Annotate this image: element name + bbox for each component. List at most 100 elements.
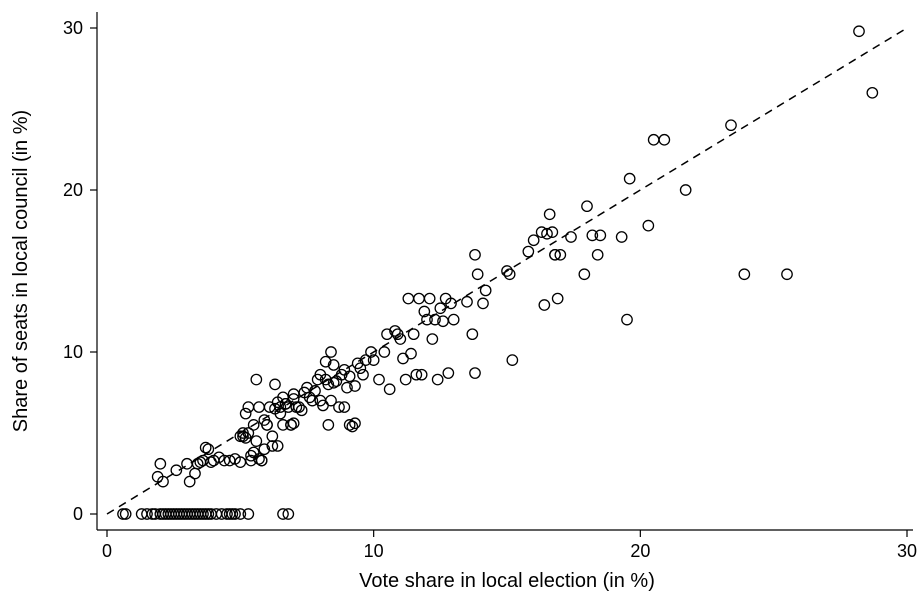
data-point [141, 508, 153, 520]
x-tick-label: 0 [102, 541, 112, 561]
y-tick-label: 10 [63, 342, 83, 362]
reference-line [106, 27, 908, 515]
data-point [242, 401, 255, 413]
data-point [407, 328, 420, 341]
data-point [117, 508, 129, 520]
data-point [319, 355, 332, 368]
plot-area [106, 27, 908, 515]
data-point [327, 376, 340, 389]
data-point [306, 394, 319, 407]
data-point [866, 86, 879, 99]
data-point [234, 508, 247, 520]
data-point [333, 401, 345, 413]
data-point [325, 346, 337, 358]
data-point [621, 313, 633, 326]
data-point [527, 234, 540, 247]
data-point [119, 508, 132, 520]
data-point [647, 133, 660, 146]
y-tick-label: 0 [73, 504, 83, 524]
data-point [157, 475, 169, 488]
data-point [282, 508, 295, 520]
data-point [578, 268, 591, 281]
data-point [738, 268, 751, 281]
data-point [565, 231, 577, 243]
data-point [501, 265, 513, 277]
y-tick-label: 20 [63, 180, 83, 200]
data-point [242, 427, 255, 439]
data-point [357, 368, 369, 381]
data-point [349, 417, 361, 430]
data-point [642, 219, 655, 232]
data-point [266, 430, 279, 443]
data-point [399, 373, 412, 386]
data-point [242, 508, 255, 520]
data-point [346, 420, 359, 433]
data-point [679, 184, 692, 196]
data-point [522, 245, 535, 258]
data-point [293, 401, 305, 413]
data-point [402, 292, 415, 305]
data-point [351, 357, 364, 370]
data-point [327, 359, 340, 371]
data-point [378, 346, 391, 358]
data-point [431, 373, 444, 386]
data-point [181, 457, 193, 470]
data-point [410, 368, 423, 381]
data-point [469, 367, 481, 379]
x-axis-ticks: 0 10 20 30 [102, 530, 917, 561]
data-point [405, 347, 417, 360]
data-point [349, 380, 361, 392]
data-point [271, 440, 284, 452]
y-tick-label: 30 [63, 18, 83, 38]
data-point [506, 354, 519, 366]
data-point [247, 419, 260, 431]
data-point [250, 373, 263, 386]
data-point [189, 467, 201, 480]
data-point [586, 229, 599, 242]
data-point [341, 381, 353, 394]
data-point [447, 313, 460, 326]
data-point [343, 419, 356, 431]
data-point [541, 227, 553, 240]
data-point [423, 292, 436, 305]
data-point [466, 328, 479, 341]
data-point [199, 441, 212, 454]
data-point [397, 352, 409, 365]
data-point [359, 354, 372, 366]
data-point [287, 393, 300, 405]
data-point [338, 401, 351, 413]
data-point [170, 464, 183, 477]
data-point [477, 297, 489, 310]
data-point [253, 453, 265, 465]
data-point [373, 373, 385, 386]
data-point [581, 200, 593, 213]
x-tick-label: 20 [630, 541, 650, 561]
data-point [202, 443, 215, 456]
data-point [234, 456, 247, 469]
data-point [183, 475, 196, 488]
data-point [415, 368, 428, 381]
data-point [461, 295, 473, 308]
data-point [338, 363, 351, 376]
data-point [543, 208, 556, 221]
data-points [117, 25, 879, 520]
data-point [239, 407, 252, 420]
data-point [538, 299, 551, 311]
data-point [391, 328, 404, 341]
data-point [258, 443, 271, 456]
data-point [258, 414, 271, 426]
data-point [781, 268, 793, 281]
data-point [322, 419, 335, 431]
data-point [623, 172, 636, 185]
data-point [255, 454, 268, 467]
data-point [229, 508, 241, 520]
x-tick-label: 10 [364, 541, 384, 561]
data-point [551, 292, 564, 305]
data-point [325, 394, 337, 407]
data-point [269, 378, 281, 391]
data-point [445, 297, 457, 310]
data-point [253, 401, 265, 413]
data-point [546, 226, 559, 238]
data-point [418, 305, 431, 318]
